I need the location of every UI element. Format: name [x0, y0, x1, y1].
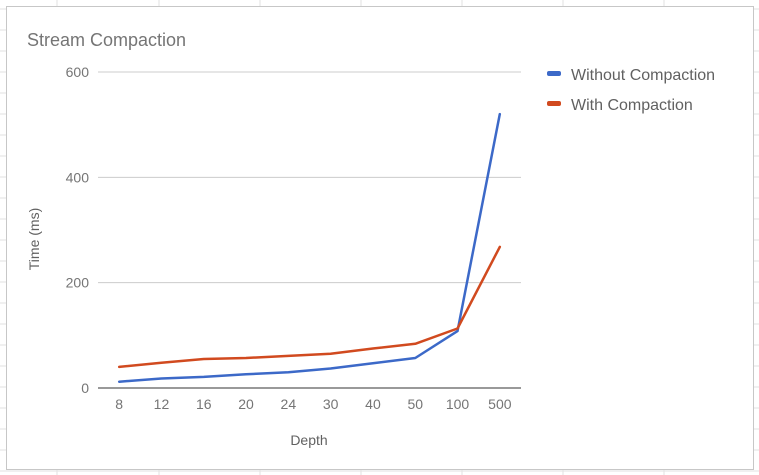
y-tick-label: 400 [66, 169, 90, 185]
y-gridlines [98, 71, 521, 284]
x-tick-label: 40 [365, 396, 381, 412]
x-tick-label: 20 [238, 396, 254, 412]
x-tick-label: 500 [488, 396, 512, 412]
y-tick-label: 600 [66, 64, 90, 80]
x-tick-label: 16 [196, 396, 212, 412]
x-tick-label: 12 [154, 396, 170, 412]
legend-swatch [547, 71, 561, 76]
series-line-1 [117, 112, 502, 383]
x-tick-label: 30 [323, 396, 339, 412]
y-axis-label: Time (ms) [26, 208, 42, 270]
legend-label: With Compaction [571, 97, 693, 114]
x-tick-label: 50 [407, 396, 423, 412]
x-axis-label: Depth [290, 432, 327, 448]
x-tick-labels: 8 12 16 20 24 30 40 50 100 500 [115, 396, 511, 412]
x-tick-label: 8 [115, 396, 123, 412]
legend-item[interactable]: Without Compaction [547, 67, 715, 84]
series-line-2 [117, 245, 502, 369]
chart-title: Stream Compaction [27, 30, 186, 50]
chart-card[interactable] [6, 6, 754, 470]
legend-item[interactable]: With Compaction [547, 97, 693, 114]
x-tick-label: 100 [446, 396, 470, 412]
series-lines [117, 112, 502, 383]
y-tick-label: 200 [66, 275, 90, 291]
legend-label: Without Compaction [571, 67, 715, 84]
x-tick-label: 24 [281, 396, 297, 412]
legend[interactable]: Without Compaction With Compaction [547, 67, 715, 114]
legend-swatch [547, 101, 561, 106]
y-tick-label: 0 [81, 380, 89, 396]
y-tick-labels: 0 200 400 600 [66, 64, 90, 396]
